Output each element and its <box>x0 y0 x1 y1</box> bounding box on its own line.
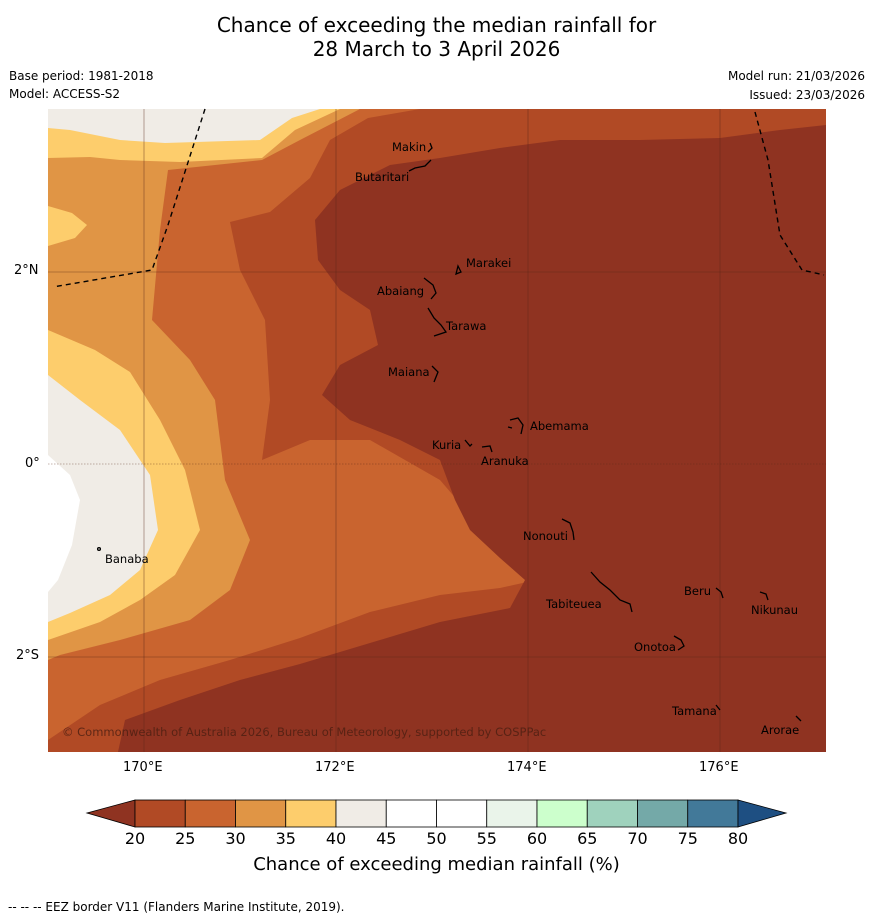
graticule <box>48 109 826 752</box>
colorbar-tick-20: 20 <box>124 829 146 848</box>
lon-label-176e: 176°E <box>699 760 739 775</box>
place-label-kuria: Kuria <box>432 438 461 452</box>
place-label-aranuka: Aranuka <box>481 454 529 468</box>
lat-label-2n: 2°N <box>14 263 39 278</box>
place-label-tamana: Tamana <box>671 704 717 718</box>
place-label-tabiteuea: Tabiteuea <box>545 597 602 611</box>
model-label: Model: ACCESS-S2 <box>9 87 121 101</box>
atoll-arorae <box>795 715 802 722</box>
place-label-butaritari: Butaritari <box>355 170 409 184</box>
colorbar-tick-70: 70 <box>627 829 648 848</box>
place-label-nonouti: Nonouti <box>523 529 568 543</box>
place-label-onotoa: Onotoa <box>634 640 676 654</box>
atoll-marakei <box>455 264 462 276</box>
colorbar-segment-45-50 <box>385 799 437 828</box>
island-banaba <box>96 546 102 552</box>
atoll-aranuka <box>481 445 493 453</box>
issued-label: Issued: 23/03/2026 <box>749 88 865 102</box>
model-run-label: Model run: 21/03/2026 <box>727 69 865 83</box>
colorbar-tick-60: 60 <box>526 829 548 848</box>
eez-footnote: -- -- -- EEZ border V11 (Flanders Marine… <box>8 900 345 914</box>
colorbar-tick-40: 40 <box>325 829 347 848</box>
colorbar-tick-30: 30 <box>225 829 246 848</box>
atoll-nikunau <box>759 591 769 601</box>
colorbar-segment-30-35 <box>235 799 287 828</box>
place-label-makin: Makin <box>392 140 426 154</box>
colorbar-tick-75: 75 <box>677 829 698 848</box>
map-title-line2: 28 March to 3 April 2026 <box>312 37 561 61</box>
atoll-kuria <box>464 439 473 447</box>
colorbar-segment-65-70 <box>586 799 638 828</box>
eez-line-east <box>754 111 825 276</box>
atoll-abaiang <box>423 277 437 300</box>
colorbar-segment-20-25 <box>134 799 186 828</box>
colorbar-high-extension <box>737 799 788 828</box>
colorbar-segment-40-45 <box>335 799 387 828</box>
colorbar-tick-45: 45 <box>376 829 397 848</box>
colorbar-segment-55-60 <box>486 799 538 828</box>
colorbar-segment-50-55 <box>436 799 488 828</box>
place-label-nikunau: Nikunau <box>751 603 798 617</box>
contour-45-50 <box>48 455 80 592</box>
atoll-beru <box>715 587 724 599</box>
atoll-maiana <box>431 365 439 383</box>
colorbar-tick-25: 25 <box>175 829 196 848</box>
atoll-tabiteuea <box>590 571 633 613</box>
atoll-nonouti <box>561 518 575 541</box>
eez-border <box>52 108 825 288</box>
place-label-abaiang: Abaiang <box>377 284 424 298</box>
place-labels: Makin Butaritari Marakei Abaiang Tarawa … <box>105 140 799 737</box>
colorbar-segment-25-30 <box>184 799 236 828</box>
contour-40-45 <box>48 109 320 622</box>
rainfall-contours <box>48 109 826 752</box>
atoll-outlines <box>96 142 802 722</box>
colorbar-tick-80: 80 <box>727 829 749 848</box>
colorbar-segment-70-75 <box>637 799 689 828</box>
lon-label-170e: 170°E <box>123 760 163 775</box>
atoll-butaritari <box>408 159 432 172</box>
colorbar-segment-60-65 <box>536 799 588 828</box>
lat-label-0: 0° <box>25 456 40 471</box>
colorbar-tick-50: 50 <box>426 829 447 848</box>
atoll-makin <box>427 142 433 153</box>
copyright-notice: © Commonwealth of Australia 2026, Bureau… <box>62 725 546 739</box>
place-label-banaba: Banaba <box>105 552 149 566</box>
place-label-arorae: Arorae <box>761 723 799 737</box>
colorbar-low-extension <box>85 799 136 828</box>
map-title-line1: Chance of exceeding the median rainfall … <box>216 13 657 37</box>
place-label-tarawa: Tarawa <box>445 319 486 333</box>
eez-line-west <box>52 108 206 288</box>
place-label-abemama: Abemama <box>530 419 589 433</box>
place-label-marakei: Marakei <box>466 256 511 270</box>
colorbar-tick-35: 35 <box>275 829 296 848</box>
colorbar-tick-55: 55 <box>476 829 497 848</box>
atoll-tarawa <box>427 307 448 337</box>
lon-label-174e: 174°E <box>507 760 547 775</box>
atoll-onotoa <box>673 635 685 651</box>
atoll-abemama <box>507 417 524 435</box>
contour-below-20 <box>118 125 826 752</box>
colorbar-tick-65: 65 <box>577 829 598 848</box>
colorbar-title: Chance of exceeding median rainfall (%) <box>253 854 620 875</box>
place-label-beru: Beru <box>684 584 711 598</box>
base-period-label: Base period: 1981-2018 <box>9 69 154 83</box>
colorbar-segment-35-40 <box>285 799 337 828</box>
colorbar-segment-75-80 <box>687 799 739 828</box>
place-label-maiana: Maiana <box>388 365 430 379</box>
colorbar <box>85 799 788 828</box>
lon-label-172e: 172°E <box>315 760 355 775</box>
atoll-tamana <box>715 704 721 711</box>
lat-label-2s: 2°S <box>16 648 40 663</box>
